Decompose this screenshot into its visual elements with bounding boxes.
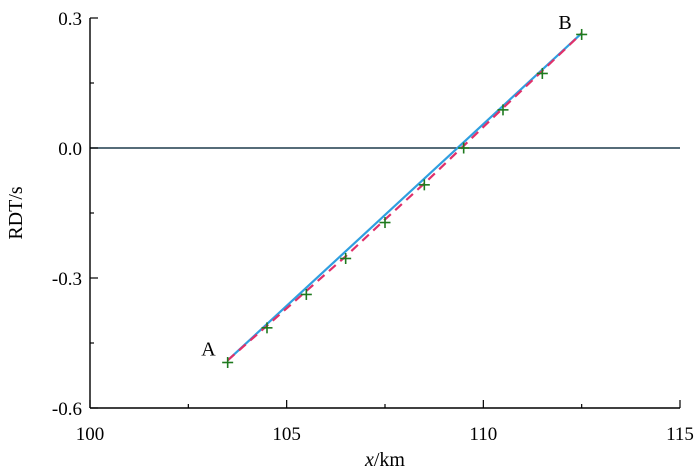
x-tick-label: 115 [666, 424, 694, 445]
x-axis-title-variable: x [364, 449, 374, 471]
series-line-solid [226, 32, 583, 362]
y-tick-label: -0.6 [52, 399, 82, 420]
data-point-marker [222, 357, 234, 368]
x-axis-title: x/km [364, 449, 405, 471]
data-point-marker [576, 28, 588, 40]
data-point-marker [497, 104, 509, 116]
x-tick-label: 105 [272, 424, 301, 445]
x-tick-label: 100 [76, 424, 105, 445]
data-point-marker [379, 217, 391, 229]
x-axis-title-unit: /km [374, 449, 406, 471]
data-point-marker [340, 253, 352, 264]
y-axis-title: RDT/s [5, 186, 27, 240]
x-tick-label: 110 [469, 424, 497, 445]
data-point-marker [536, 67, 548, 79]
data-point-marker [261, 322, 273, 334]
y-tick-label: 0.3 [58, 9, 82, 30]
data-point-marker [300, 288, 312, 300]
data-point-marker [458, 142, 470, 154]
data-point-marker [418, 179, 430, 191]
point-label-a: A [201, 338, 216, 360]
y-tick-label: -0.3 [52, 269, 82, 290]
series-line-dashed [226, 32, 583, 362]
y-tick-label: 0.0 [58, 139, 82, 160]
point-label-b: B [558, 12, 571, 34]
